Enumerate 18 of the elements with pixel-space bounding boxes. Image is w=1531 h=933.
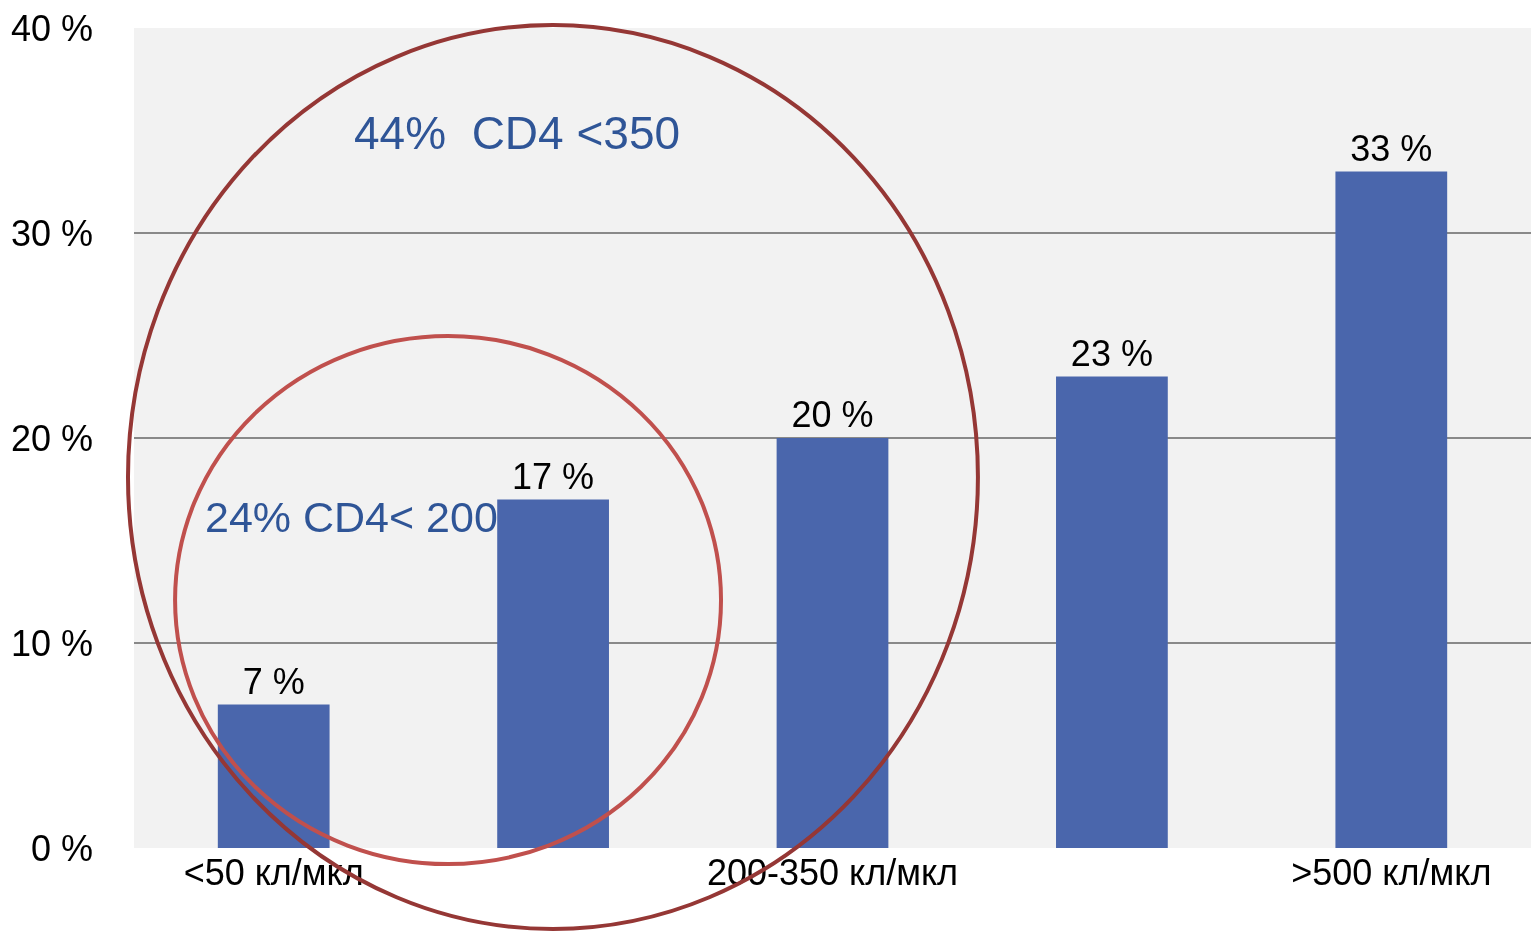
data-label: 17 % xyxy=(512,455,595,497)
y-tick-label: 40 % xyxy=(10,7,93,49)
y-tick-label: 30 % xyxy=(10,212,93,254)
bar xyxy=(217,704,330,848)
y-tick-label: 10 % xyxy=(10,622,93,664)
data-label: 23 % xyxy=(1070,332,1153,374)
y-tick-label: 0 % xyxy=(30,827,93,869)
y-tick-label: 20 % xyxy=(10,417,93,459)
annotation: 24% CD4< 200 xyxy=(205,493,498,541)
data-label: 7 % xyxy=(242,660,305,702)
bar xyxy=(776,438,889,848)
data-label: 20 % xyxy=(791,394,874,435)
data-label: 33 % xyxy=(1350,127,1433,169)
x-tick-label: >500 кл/мкл xyxy=(1291,852,1492,893)
bar xyxy=(1056,376,1168,848)
bar xyxy=(497,499,609,848)
annotation: 44% CD4 <350 xyxy=(354,107,681,159)
bar xyxy=(1335,171,1448,848)
